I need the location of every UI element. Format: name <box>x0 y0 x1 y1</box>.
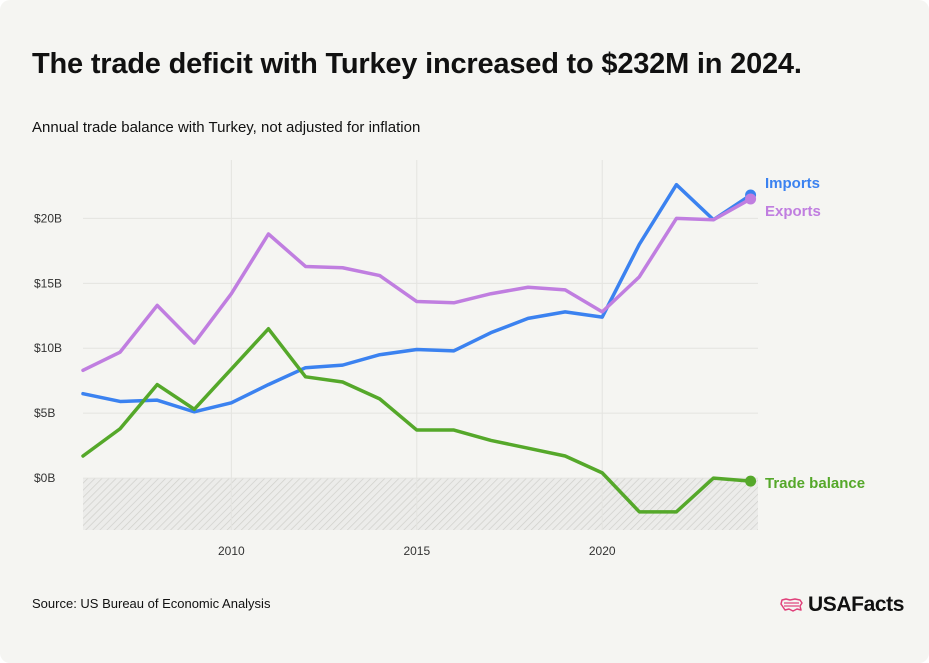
chart-subtitle: Annual trade balance with Turkey, not ad… <box>32 119 421 136</box>
series-end-dot-exports <box>745 193 757 205</box>
usafacts-logo[interactable]: USAFacts <box>780 592 904 618</box>
series-line-trade-balance <box>81 327 753 514</box>
logo-text: USAFacts <box>808 593 904 616</box>
x-tick-label: 2010 <box>218 544 245 558</box>
y-tick-label: $5B <box>34 406 55 420</box>
y-tick-label: $10B <box>34 341 62 355</box>
y-tick-label: $0B <box>34 471 55 485</box>
y-tick-label: $20B <box>34 211 62 225</box>
chart-title: The trade deficit with Turkey increased … <box>32 48 802 80</box>
series-end-dot-trade-balance <box>745 475 757 487</box>
series-line-exports <box>81 197 753 373</box>
series-line-imports <box>81 182 753 414</box>
series-label-trade-balance: Trade balance <box>765 475 865 492</box>
x-tick-label: 2015 <box>403 544 430 558</box>
y-tick-label: $15B <box>34 276 62 290</box>
negative-region-shade <box>83 478 758 530</box>
source-note: Source: US Bureau of Economic Analysis <box>32 596 271 611</box>
us-map-icon <box>780 598 803 612</box>
series-label-exports: Exports <box>765 203 821 220</box>
series-label-imports: Imports <box>765 175 820 192</box>
x-tick-label: 2020 <box>589 544 616 558</box>
